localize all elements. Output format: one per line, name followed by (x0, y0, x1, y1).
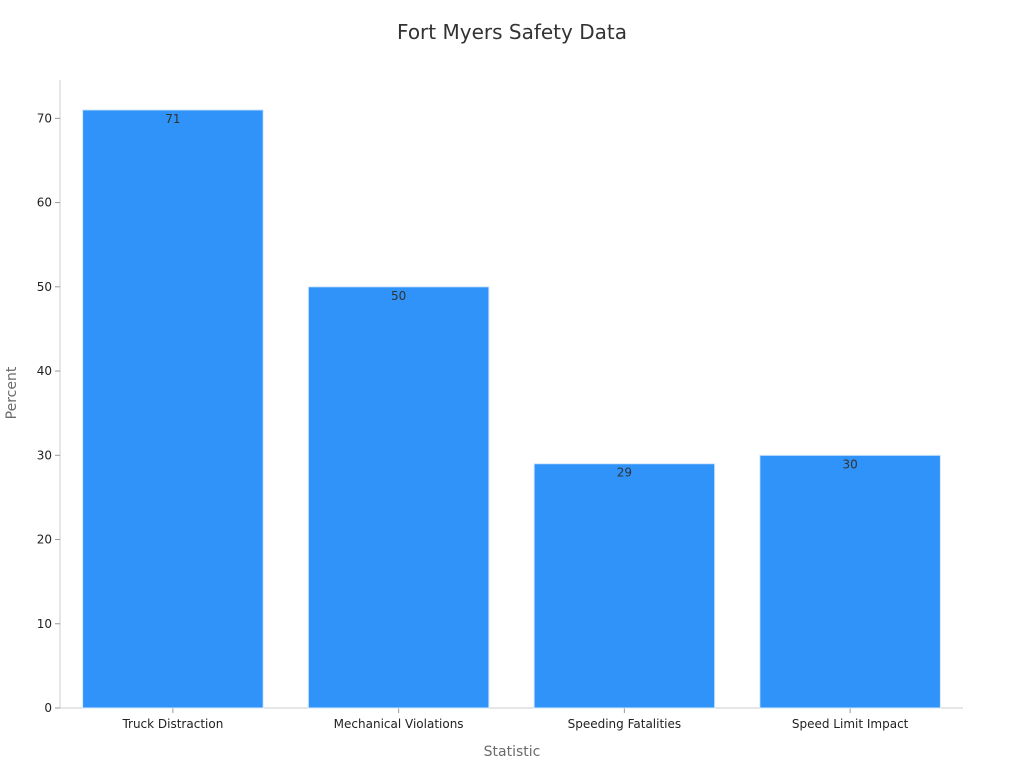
bars (82, 109, 941, 709)
y-tick-label: 0 (44, 701, 52, 715)
x-axis: Truck Distraction Mechanical Violations Sp… (60, 707, 963, 731)
y-tick-label: 50 (37, 280, 52, 294)
bar-value-label: 30 (842, 457, 857, 471)
y-tick-label: 60 (37, 196, 52, 210)
x-tick-label: Speed Limit Impact (792, 717, 909, 731)
bar-value-label: 50 (391, 289, 406, 303)
x-tick-label: Truck Distraction (121, 717, 223, 731)
x-tick-label: Mechanical Violations (334, 717, 464, 731)
y-axis-title: Percent (4, 366, 20, 419)
y-tick-label: 40 (37, 364, 52, 378)
chart-title: Fort Myers Safety Data (397, 20, 627, 44)
x-tick-label: Speeding Fatalities (568, 717, 682, 731)
bar (82, 109, 264, 709)
y-tick-label: 30 (37, 448, 52, 462)
bar (533, 463, 716, 709)
y-tick-label: 70 (37, 111, 52, 125)
y-axis: 0 10 20 30 40 50 60 70 (37, 80, 61, 715)
x-axis-title: Statistic (484, 744, 541, 760)
bar (759, 454, 941, 709)
y-tick-label: 10 (37, 617, 52, 631)
bar (307, 286, 490, 709)
y-tick-label: 20 (37, 533, 52, 547)
bar-value-label: 71 (165, 112, 180, 126)
data-labels: 71 50 29 30 (165, 112, 858, 480)
bar-value-label: 29 (617, 466, 632, 480)
